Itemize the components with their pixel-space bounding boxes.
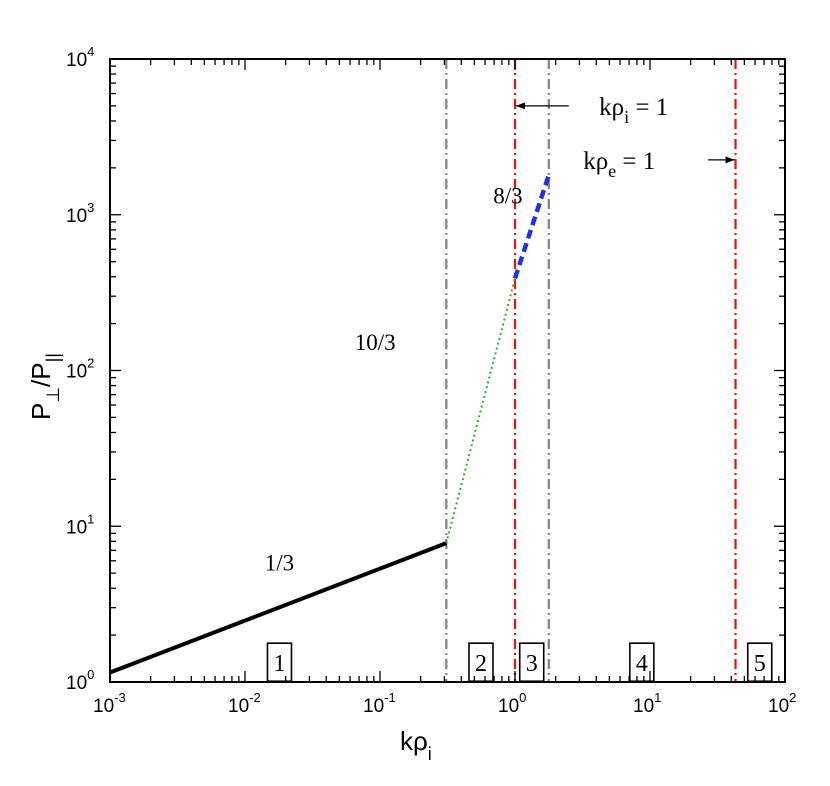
x-tick-label: 102 (768, 690, 796, 717)
slope-label: 10/3 (355, 330, 396, 355)
x-tick-label: 100 (498, 690, 526, 717)
region-number: 5 (754, 651, 766, 677)
region-number: 4 (636, 651, 648, 677)
y-tick-label: 103 (66, 200, 94, 227)
region-number: 2 (475, 651, 487, 677)
plot-area (110, 59, 785, 682)
x-tick-label: 10-1 (363, 690, 396, 717)
y-tick-label: 100 (66, 667, 94, 694)
x-tick-label: 10-3 (93, 690, 126, 717)
series-line-solid (109, 541, 448, 675)
annotation-electron-scale: kρe = 1 (583, 148, 655, 181)
region-box (468, 642, 494, 683)
y-tick-label: 104 (66, 44, 94, 71)
slope-label: 8/3 (493, 184, 522, 209)
series-line-dotted (445, 278, 516, 544)
x-tick-label: 10-2 (228, 690, 261, 717)
annotation-ion-scale: kρi = 1 (599, 94, 668, 127)
arrowhead (725, 156, 735, 164)
slope-label: 1/3 (265, 550, 294, 575)
arrowhead (516, 102, 525, 110)
x-axis-label: kρi (400, 726, 432, 764)
series-line-dashed (512, 174, 551, 280)
region-number: 1 (273, 651, 285, 677)
region-box (746, 642, 773, 683)
x-tick-label: 101 (633, 690, 661, 717)
y-axis-label: P⊥/P|| (26, 353, 63, 420)
region-number: 3 (526, 651, 538, 677)
y-tick-label: 101 (66, 511, 94, 538)
region-box (266, 642, 293, 683)
y-tick-label: 102 (66, 356, 94, 383)
